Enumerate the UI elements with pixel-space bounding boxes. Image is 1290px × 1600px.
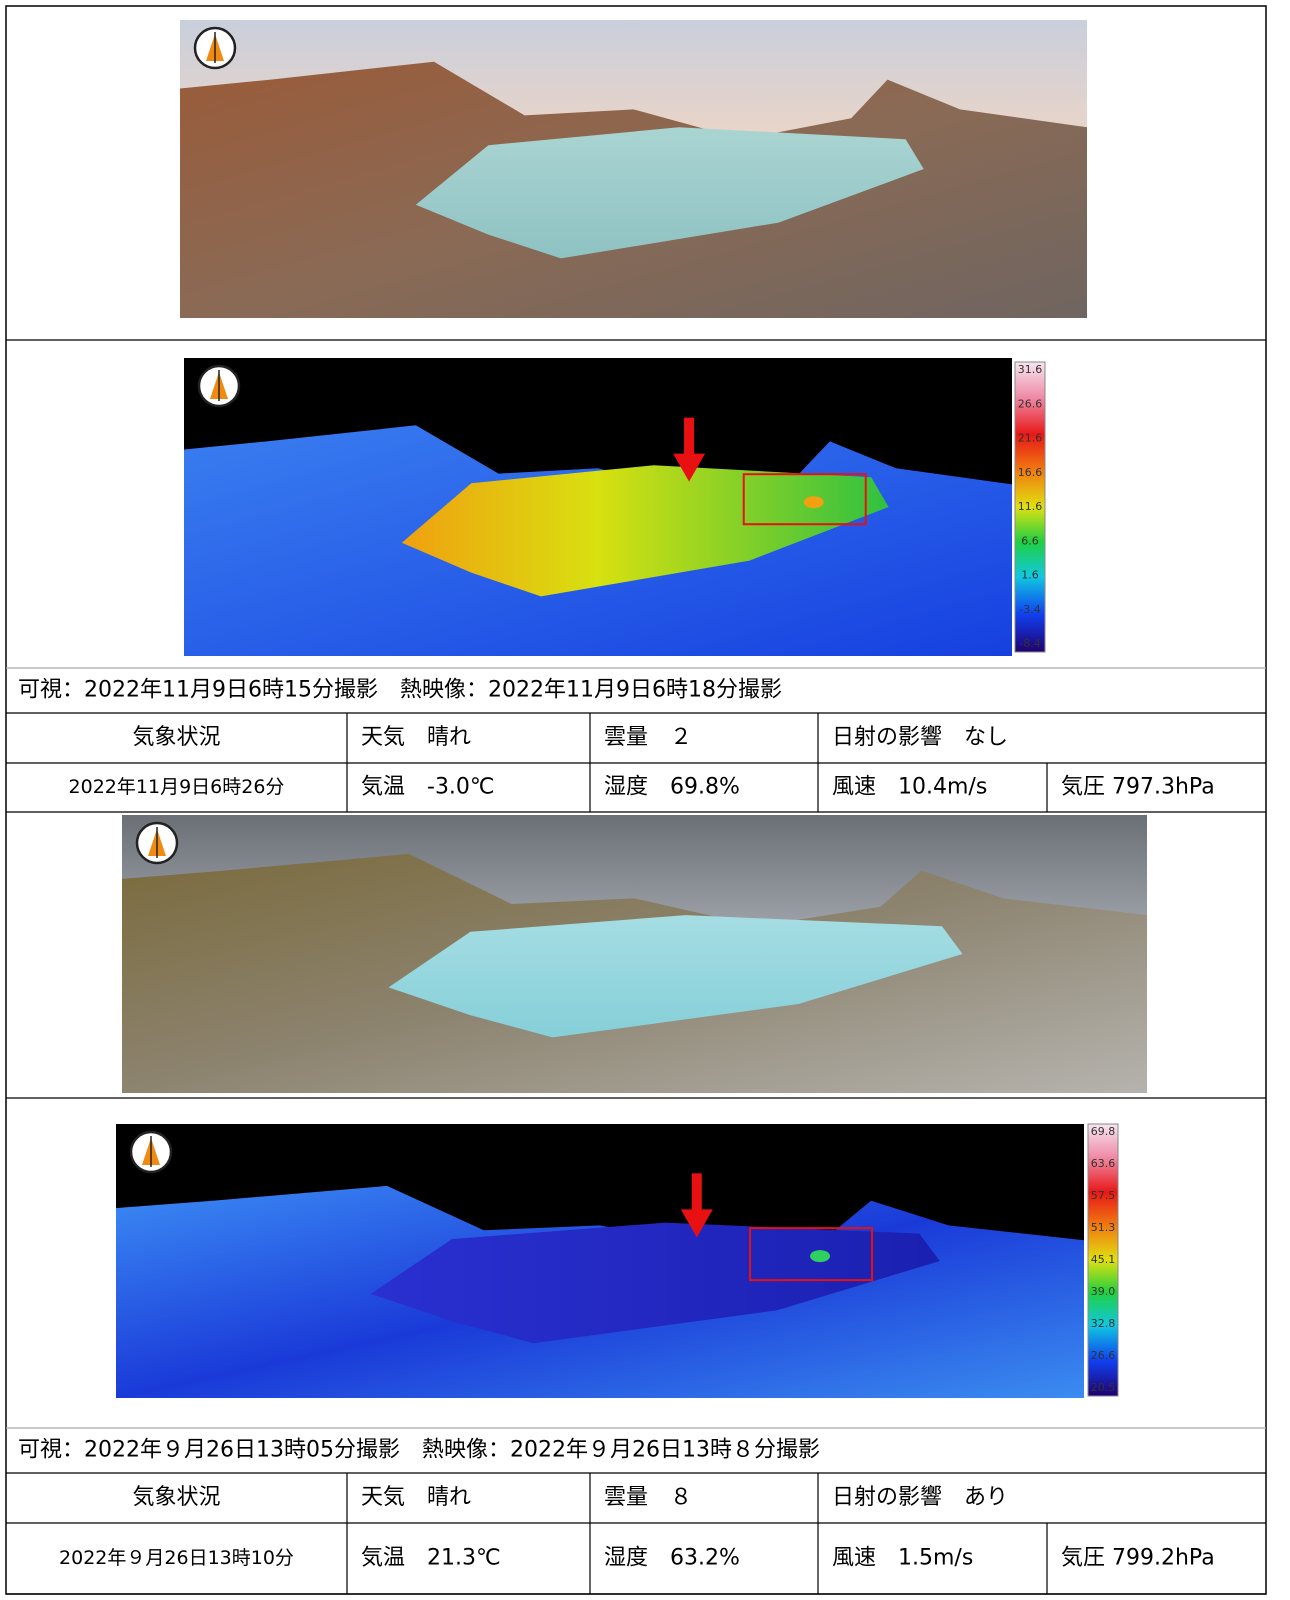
weather-weather: 天気 晴れ xyxy=(361,1485,471,1510)
scale-label: 57.5 xyxy=(1091,1189,1116,1202)
caption: 可視：2022年11月9日6時15分撮影 熱映像：2022年11月9日6時18分… xyxy=(18,678,782,703)
scale-label: -8.4 xyxy=(1019,637,1040,650)
weather-solar: 日射の影響 あり xyxy=(832,1485,1008,1510)
weather-solar: 日射の影響 なし xyxy=(832,725,1008,750)
crater-lake xyxy=(388,915,963,1038)
thermal-lake xyxy=(401,465,889,597)
scale-label: 69.8 xyxy=(1091,1125,1116,1138)
arrow-head xyxy=(680,1209,713,1238)
weather-cloud: 雲量 ８ xyxy=(604,1485,692,1510)
color-scale xyxy=(1087,1123,1119,1397)
weather-heading: 気象状況 xyxy=(132,1485,220,1510)
fumarole-box xyxy=(742,473,867,526)
scale-label: 45.1 xyxy=(1091,1253,1116,1266)
weather-heading: 気象状況 xyxy=(132,725,220,750)
color-scale xyxy=(1014,361,1046,653)
scale-label: 31.6 xyxy=(1018,363,1043,376)
hot-spot xyxy=(803,496,824,509)
scale-label: 32.8 xyxy=(1091,1317,1116,1330)
thermal-lake xyxy=(370,1222,940,1344)
weather-wind: 風速 1.5m/s xyxy=(832,1546,973,1571)
weather-humidity: 湿度 69.8% xyxy=(604,775,740,800)
weather-weather: 天気 晴れ xyxy=(361,725,471,750)
arrow-shaft xyxy=(691,1173,702,1212)
scale-label: 63.6 xyxy=(1091,1157,1116,1170)
weather-temperature: 気温 -3.0℃ xyxy=(361,775,495,800)
hot-spot xyxy=(810,1250,831,1263)
weather-pressure: 気圧 797.3hPa xyxy=(1061,775,1215,800)
scale-label: 26.6 xyxy=(1018,397,1043,410)
scale-label: 39.0 xyxy=(1091,1285,1116,1298)
caption: 可視：2022年９月26日13時05分撮影 熱映像：2022年９月26日13時８… xyxy=(18,1438,820,1463)
scale-label: 51.3 xyxy=(1091,1221,1116,1234)
scale-label: 16.6 xyxy=(1018,466,1043,479)
weather-pressure: 気圧 799.2hPa xyxy=(1061,1546,1215,1571)
weather-datetime: 2022年９月26日13時10分 xyxy=(59,1547,294,1569)
arrow-head xyxy=(673,453,706,482)
weather-datetime: 2022年11月9日6時26分 xyxy=(69,776,285,798)
scale-label: 1.6 xyxy=(1021,569,1039,582)
weather-temperature: 気温 21.3℃ xyxy=(361,1546,501,1571)
arrow-shaft xyxy=(684,417,695,456)
crater-lake xyxy=(415,127,924,259)
scale-label: 6.6 xyxy=(1021,534,1039,547)
scale-label: 11.6 xyxy=(1018,500,1043,513)
weather-cloud: 雲量 ２ xyxy=(604,725,692,750)
weather-wind: 風速 10.4m/s xyxy=(832,775,987,800)
scale-label: 21.6 xyxy=(1018,432,1043,445)
scale-label: 20.5 xyxy=(1091,1381,1116,1394)
fumarole-box xyxy=(749,1227,874,1282)
weather-humidity: 湿度 63.2% xyxy=(604,1546,740,1571)
scale-label: -3.4 xyxy=(1019,603,1040,616)
scale-label: 26.6 xyxy=(1091,1349,1116,1362)
